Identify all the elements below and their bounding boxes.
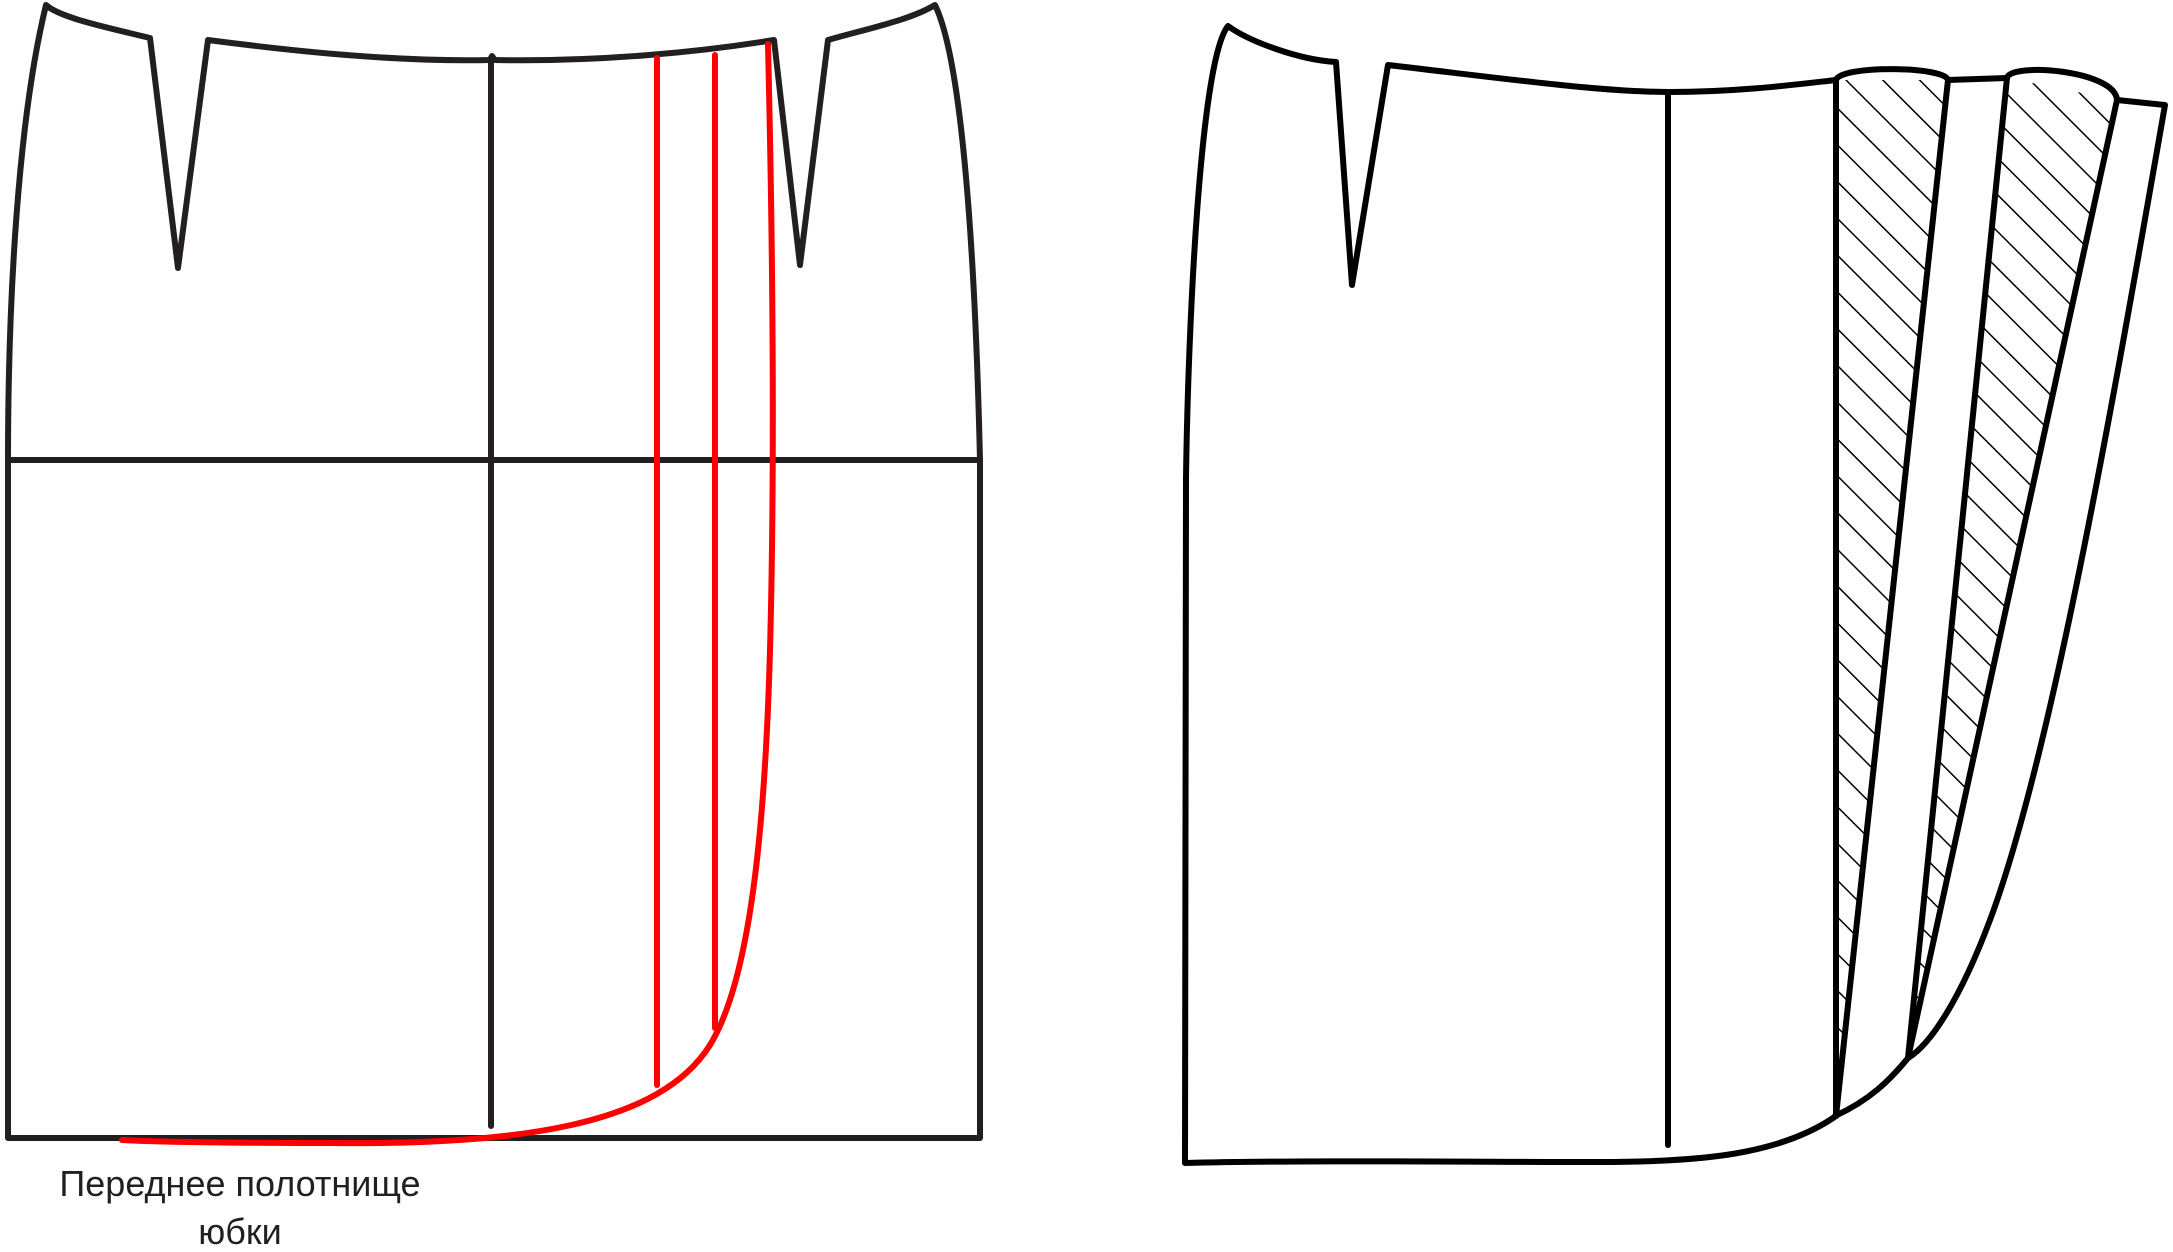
modified-panel-outline [1182,23,1839,1166]
drape-construction-lines [119,41,776,1147]
fold-2-edge [1905,66,2120,1061]
caption-line-2: юбки [198,1211,282,1252]
outer-side-edge [1905,97,2168,1061]
front-panel-modified [1182,23,2168,1166]
front-panel-original [5,2,983,1141]
front-panel-caption: Переднее полотнище юбки [0,1160,480,1252]
caption-line-1: Переднее полотнище [59,1163,421,1204]
new-hem-curve [119,41,776,1147]
